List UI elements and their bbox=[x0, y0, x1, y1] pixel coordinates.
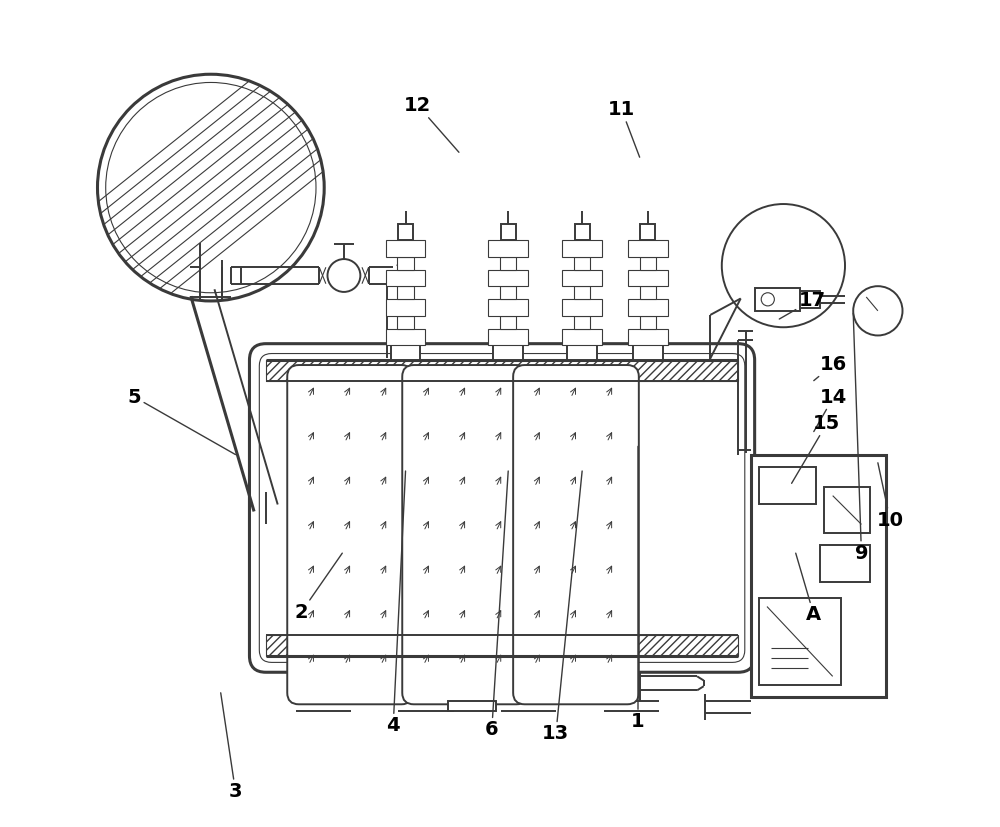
Text: 11: 11 bbox=[608, 100, 640, 157]
Circle shape bbox=[97, 74, 324, 301]
Text: 2: 2 bbox=[294, 553, 342, 622]
Bar bbox=[501, 224, 516, 240]
Bar bbox=[397, 286, 414, 299]
Bar bbox=[493, 346, 523, 360]
Bar bbox=[266, 360, 738, 380]
Text: 17: 17 bbox=[779, 290, 826, 319]
Bar bbox=[640, 256, 656, 270]
Bar bbox=[562, 240, 602, 256]
Bar bbox=[759, 598, 841, 685]
Bar bbox=[800, 291, 820, 308]
Bar bbox=[755, 288, 800, 311]
Bar bbox=[386, 270, 425, 286]
Text: 13: 13 bbox=[542, 471, 582, 743]
Bar bbox=[562, 270, 602, 286]
Bar bbox=[386, 299, 425, 316]
Text: 14: 14 bbox=[814, 388, 847, 432]
Text: 4: 4 bbox=[386, 471, 406, 735]
Bar bbox=[397, 316, 414, 329]
Bar bbox=[562, 329, 602, 346]
Text: 12: 12 bbox=[404, 96, 459, 152]
Bar bbox=[575, 224, 590, 240]
FancyBboxPatch shape bbox=[249, 344, 755, 672]
Bar bbox=[386, 329, 425, 346]
Bar bbox=[628, 270, 668, 286]
Bar bbox=[391, 346, 420, 360]
Bar bbox=[574, 256, 590, 270]
Bar bbox=[448, 701, 496, 711]
Bar bbox=[488, 270, 528, 286]
Circle shape bbox=[327, 259, 360, 292]
Text: 3: 3 bbox=[221, 693, 242, 801]
Text: 10: 10 bbox=[877, 463, 904, 530]
Bar bbox=[567, 346, 597, 360]
Bar bbox=[574, 316, 590, 329]
FancyBboxPatch shape bbox=[287, 365, 413, 705]
Bar bbox=[628, 329, 668, 346]
Bar bbox=[640, 316, 656, 329]
Bar bbox=[628, 240, 668, 256]
Bar bbox=[397, 256, 414, 270]
Text: 15: 15 bbox=[792, 414, 841, 483]
Circle shape bbox=[853, 286, 903, 336]
Bar bbox=[398, 224, 413, 240]
Bar bbox=[500, 256, 516, 270]
Bar bbox=[759, 467, 816, 504]
Bar bbox=[820, 545, 870, 582]
Bar bbox=[488, 329, 528, 346]
Circle shape bbox=[761, 293, 774, 306]
Bar bbox=[500, 316, 516, 329]
Text: 1: 1 bbox=[631, 447, 645, 731]
Bar bbox=[488, 299, 528, 316]
Bar bbox=[640, 286, 656, 299]
FancyBboxPatch shape bbox=[513, 365, 639, 705]
Bar bbox=[633, 346, 663, 360]
Bar bbox=[488, 240, 528, 256]
Bar bbox=[500, 286, 516, 299]
Text: A: A bbox=[796, 553, 821, 624]
Bar bbox=[640, 224, 655, 240]
Text: 9: 9 bbox=[853, 313, 868, 562]
Bar bbox=[628, 299, 668, 316]
Bar bbox=[824, 487, 870, 533]
Bar bbox=[562, 299, 602, 316]
Text: 6: 6 bbox=[485, 471, 508, 739]
Text: 16: 16 bbox=[814, 355, 847, 380]
Circle shape bbox=[722, 204, 845, 327]
Text: 5: 5 bbox=[128, 388, 235, 455]
FancyBboxPatch shape bbox=[402, 365, 528, 705]
Bar bbox=[751, 455, 886, 697]
Bar bbox=[386, 240, 425, 256]
Bar bbox=[574, 286, 590, 299]
Bar bbox=[266, 635, 738, 656]
